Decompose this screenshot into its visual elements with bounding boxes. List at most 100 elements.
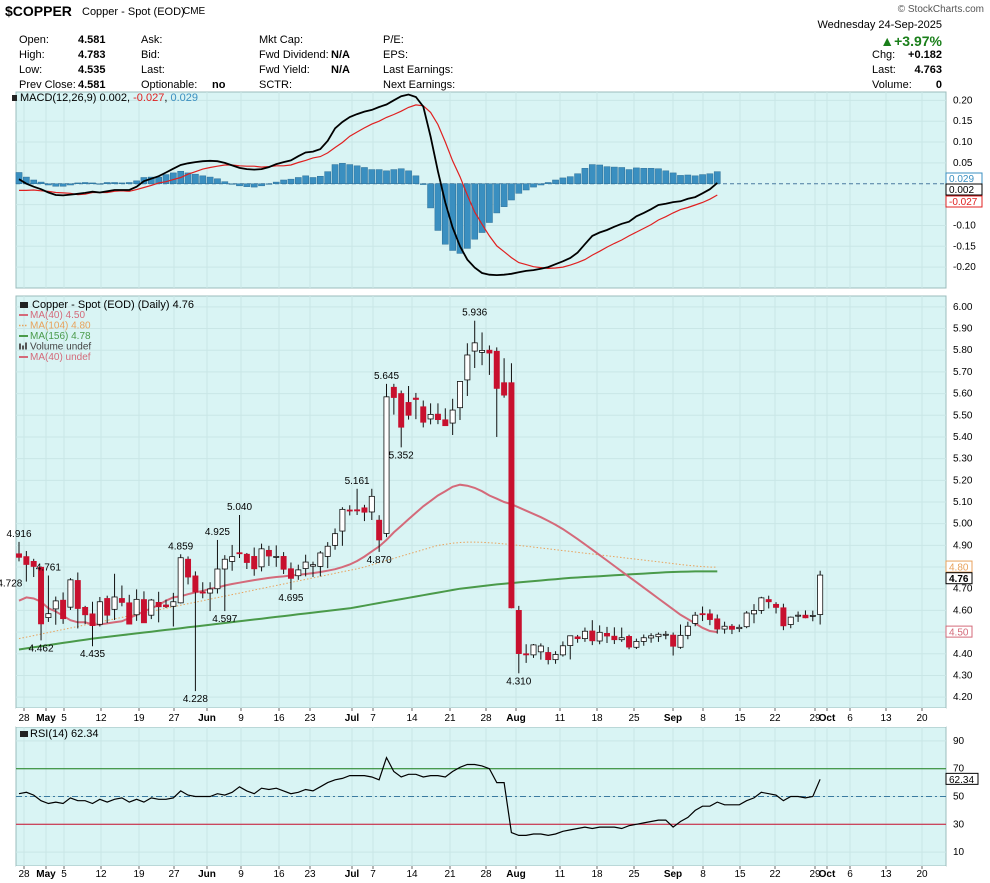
candle-body: [96, 601, 103, 625]
macd-histogram-bar: [125, 182, 133, 184]
macd-histogram-bar: [199, 175, 207, 184]
macd-signal-line: [19, 104, 718, 270]
candle-body: [493, 350, 500, 389]
macd-histogram-bar: [353, 165, 361, 184]
price-value-tag: [945, 560, 973, 573]
x-axis-label: 19: [133, 713, 145, 724]
price-y-tick-label: 5.00: [953, 519, 973, 530]
macd-histogram-bar: [111, 182, 118, 184]
candle-body: [38, 566, 45, 625]
x-axis-label: 11: [555, 713, 566, 724]
price-legend-item: MA(40) 4.50: [30, 310, 85, 321]
x-axis-bottom-label: 11: [555, 869, 566, 880]
price-legend-title: Copper - Spot (EOD) (Daily) 4.76: [32, 299, 194, 311]
x-axis-bottom-label: 20: [916, 869, 928, 880]
change-percent-value: +3.97%: [894, 33, 942, 49]
candle-body: [280, 556, 287, 570]
macd-histogram-bar: [250, 183, 258, 188]
candle-body: [655, 633, 662, 638]
candle-body: [736, 626, 743, 630]
macd-histogram-bar: [317, 175, 324, 184]
candle-body: [471, 342, 478, 352]
x-axis-bottom-label: 13: [880, 869, 892, 880]
candle-body: [354, 509, 361, 512]
x-axis-label: 6: [847, 713, 853, 724]
macd-line: [18, 93, 718, 277]
candle-body: [89, 613, 96, 626]
x-axis-label: 29: [809, 713, 821, 724]
macd-histogram-bar: [530, 183, 537, 188]
price-y-tick-label: 5.70: [953, 367, 973, 378]
macd-histogram-bar: [603, 166, 611, 184]
x-axis-label: Jul: [345, 713, 360, 724]
x-axis-bottom-label: 22: [769, 869, 781, 880]
x-axis-bottom-label: 28: [480, 869, 492, 880]
candle-body: [537, 645, 544, 653]
macd-value-tag: [945, 195, 983, 208]
candle-body: [118, 598, 125, 603]
macd-histogram-bar: [515, 183, 523, 194]
x-axis-label: 9: [238, 713, 244, 724]
candle-body: [383, 396, 390, 534]
macd-histogram-bar: [456, 183, 464, 254]
price-y-tick-label: 4.90: [953, 540, 973, 551]
rsi-y-tick-label: 30: [953, 819, 965, 830]
x-axis-bottom-label: Sep: [664, 869, 682, 880]
macd-histogram-bar: [361, 167, 368, 184]
candle-body: [82, 606, 89, 616]
macd-histogram-bar: [434, 183, 442, 231]
x-axis-label: 25: [628, 713, 640, 724]
candle-body: [368, 495, 375, 513]
macd-histogram-bar: [684, 174, 692, 184]
macd-histogram-bar: [228, 183, 236, 185]
candle-body: [787, 616, 794, 625]
macd-histogram-bar: [309, 177, 317, 184]
candle-body: [508, 382, 515, 609]
candle-body: [207, 588, 214, 594]
macd-histogram-bar: [170, 172, 177, 184]
x-axis-label: 14: [406, 713, 418, 724]
macd-value-tag-text: 0.002: [949, 185, 974, 196]
candle-body: [743, 612, 750, 628]
price-annotation: 4.435: [80, 649, 105, 660]
macd-histogram-bar: [552, 179, 559, 184]
macd-histogram-bar: [383, 170, 390, 184]
legend-swatch: [19, 343, 21, 350]
candle-body: [52, 600, 59, 610]
macd-histogram-bar: [294, 177, 302, 184]
stockcharts-watermark[interactable]: © StockCharts.com: [897, 4, 984, 15]
x-axis-bottom-label: 15: [734, 869, 746, 880]
macd-histogram-bar: [574, 173, 581, 184]
macd-y-tick-label: -0.20: [953, 262, 976, 273]
candle-body: [434, 413, 441, 421]
x-axis-label: 13: [880, 713, 892, 724]
ticker-symbol[interactable]: $COPPER: [5, 3, 72, 19]
candle-body: [567, 635, 574, 646]
ask-label: Ask:: [141, 34, 163, 46]
x-axis-label: 21: [444, 713, 456, 724]
candle-body: [170, 601, 177, 607]
macd-histogram-bar: [588, 164, 596, 184]
instrument-name: Copper - Spot (EOD): [82, 6, 185, 18]
candle-body: [581, 630, 588, 640]
macd-histogram-bar: [324, 171, 332, 184]
candle-body: [346, 509, 353, 512]
price-annotation: 4.761: [36, 563, 61, 574]
candle-body: [229, 556, 236, 562]
macd-histogram-bar: [500, 183, 508, 207]
candle-body: [699, 613, 706, 616]
price-annotation: 5.936: [462, 308, 487, 319]
low-label: Low:: [19, 64, 43, 76]
candle-body: [457, 381, 463, 409]
price-y-tick-label: 5.10: [953, 497, 973, 508]
candle-body: [780, 607, 787, 627]
rsi-y-tick-label: 50: [953, 792, 965, 803]
macd-histogram-bar: [236, 183, 243, 187]
candle-body: [802, 614, 809, 619]
candle-body: [574, 636, 581, 640]
price-y-tick-label: 5.50: [953, 410, 973, 421]
x-axis-bottom-label: 29: [809, 869, 821, 880]
candle-body: [420, 406, 427, 423]
candle-body: [302, 561, 309, 569]
